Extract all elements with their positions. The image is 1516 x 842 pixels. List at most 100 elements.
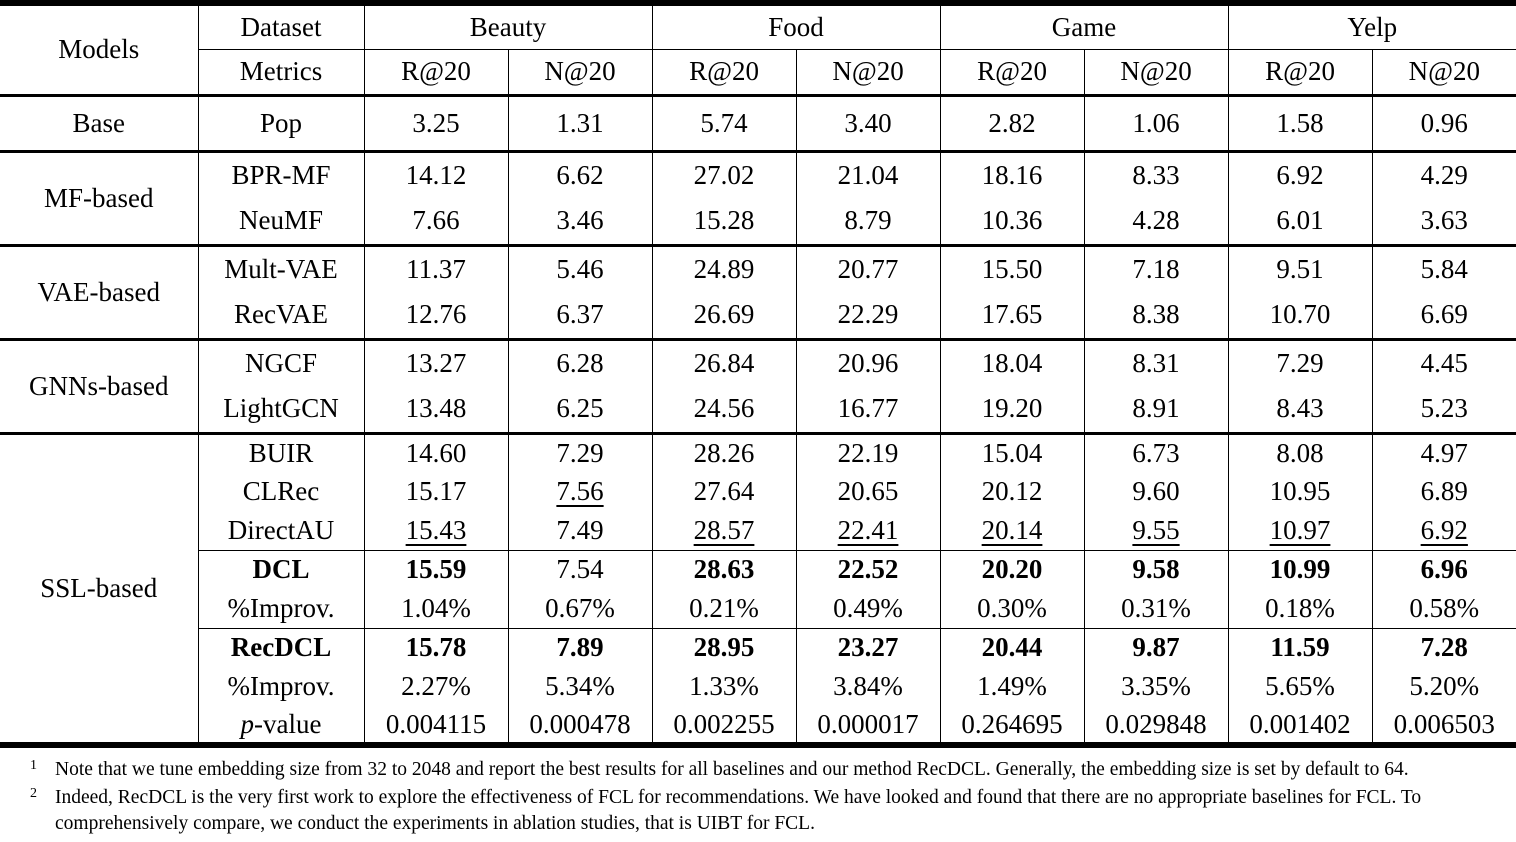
model-name: RecDCL	[197, 627, 364, 667]
group-label-gnns-based: GNNs-based	[0, 337, 198, 433]
cell-value: 9.55	[1083, 511, 1229, 550]
cell-value: 6.92	[1371, 511, 1516, 550]
cell-value: 28.95	[651, 627, 797, 667]
model-name: DCL	[197, 549, 364, 589]
cell-value: 28.57	[651, 511, 797, 550]
cell-value: 20.96	[795, 337, 941, 386]
cell-value: 20.77	[795, 243, 941, 292]
cell-value: 15.59	[363, 549, 508, 589]
cell-value: 9.87	[1083, 627, 1229, 667]
table-row: CLRec 15.17 7.56 27.64 20.65 20.12 9.60 …	[0, 472, 1516, 511]
footnotes: 1 Note that we tune embedding size from …	[0, 757, 1516, 837]
cell-value: 9.58	[1083, 549, 1229, 589]
cell-value: 8.91	[1083, 386, 1229, 433]
cell-value: 15.04	[939, 431, 1085, 472]
cell-value: 8.08	[1227, 431, 1373, 472]
table-row: GNNs-based NGCF 13.27 6.28 26.84 20.96 1…	[0, 337, 1516, 433]
cell-value: 5.34%	[507, 667, 653, 706]
group-label-mf-based: MF-based	[0, 149, 198, 245]
cell-value: 6.89	[1371, 472, 1516, 511]
cell-value: 14.60	[363, 431, 508, 472]
table-row: %Improv. 1.04% 0.67% 0.21% 0.49% 0.30% 0…	[0, 589, 1516, 628]
cell-value: 1.31	[507, 95, 653, 151]
cell-value: 15.43	[363, 511, 508, 550]
model-name: %Improv.	[197, 589, 364, 628]
cell-value: 1.58	[1227, 95, 1373, 151]
footnote-marker: 1	[30, 758, 37, 773]
cell-value: 6.28	[507, 337, 653, 386]
model-name: DirectAU	[197, 511, 364, 550]
cell-value: 18.16	[939, 149, 1085, 198]
table-row: LightGCN 13.48 6.25 24.56 16.77 19.20 8.…	[0, 386, 1516, 433]
cell-value: 5.46	[507, 243, 653, 292]
cell-value: 7.29	[507, 431, 653, 472]
cell-value: 10.99	[1227, 549, 1373, 589]
table-row: NeuMF 7.66 3.46 15.28 8.79 10.36 4.28 6.…	[0, 198, 1516, 245]
cell-value: 22.52	[795, 549, 941, 589]
group-label-ssl-based: SSL-based	[0, 431, 198, 745]
cell-value: 22.29	[795, 292, 941, 339]
cell-value: 26.69	[651, 292, 797, 339]
cell-value: 7.18	[1083, 243, 1229, 292]
cell-value: 26.84	[651, 337, 797, 386]
cell-value: 7.89	[507, 627, 653, 667]
footnote-1: 1 Note that we tune embedding size from …	[0, 757, 1516, 783]
cell-value: 3.84%	[795, 667, 941, 706]
cell-value: 6.69	[1371, 292, 1516, 339]
footnote-marker: 2	[30, 786, 37, 801]
cell-value: 15.78	[363, 627, 508, 667]
cell-value: 7.54	[507, 549, 653, 589]
model-name: Pop	[197, 95, 364, 151]
cell-value: 27.02	[651, 149, 797, 198]
cell-value: 20.14	[939, 511, 1085, 550]
cell-value: 0.002255	[651, 706, 797, 745]
cell-value: 5.20%	[1371, 667, 1516, 706]
table-row: SSL-based BUIR 14.60 7.29 28.26 22.19 15…	[0, 431, 1516, 745]
cell-value: 6.25	[507, 386, 653, 433]
cell-value: 1.49%	[939, 667, 1085, 706]
cell-value: 7.29	[1227, 337, 1373, 386]
header-dataset-yelp: Yelp	[1227, 3, 1516, 50]
footnote-2: 2 Indeed, RecDCL is the very first work …	[0, 785, 1516, 837]
cell-value: 6.37	[507, 292, 653, 339]
cell-value: 0.58%	[1371, 589, 1516, 628]
metric-header: N@20	[1371, 49, 1516, 97]
cell-value: 10.97	[1227, 511, 1373, 550]
header-dataset-food: Food	[651, 3, 941, 50]
header-dataset-game: Game	[939, 3, 1229, 50]
cell-value: 7.28	[1371, 627, 1516, 667]
cell-value: 11.37	[363, 243, 508, 292]
cell-value: 20.65	[795, 472, 941, 511]
cell-value: 15.28	[651, 198, 797, 245]
header-dataset: Dataset	[197, 3, 364, 50]
cell-value: 18.04	[939, 337, 1085, 386]
cell-value: 23.27	[795, 627, 941, 667]
cell-value: 3.46	[507, 198, 653, 245]
footnote-text: Indeed, RecDCL is the very first work to…	[55, 787, 1422, 834]
cell-value: 22.19	[795, 431, 941, 472]
cell-value: 0.029848	[1083, 706, 1229, 745]
cell-value: 13.48	[363, 386, 508, 433]
cell-value: 0.004115	[363, 706, 508, 745]
header-models: Models	[0, 3, 198, 97]
cell-value: 19.20	[939, 386, 1085, 433]
cell-value: 1.06	[1083, 95, 1229, 151]
cell-value: 1.33%	[651, 667, 797, 706]
cell-value: 0.49%	[795, 589, 941, 628]
results-table: Models Dataset Beauty Food Game Yelp Met…	[0, 0, 1516, 748]
cell-value: 1.04%	[363, 589, 508, 628]
cell-value: 10.70	[1227, 292, 1373, 339]
metric-header: N@20	[1083, 49, 1229, 97]
cell-value: 15.17	[363, 472, 508, 511]
table-row: MF-based BPR-MF 14.12 6.62 27.02 21.04 1…	[0, 149, 1516, 245]
footnote-text: Note that we tune embedding size from 32…	[55, 759, 1409, 780]
cell-value: 28.63	[651, 549, 797, 589]
model-name-p-value: p-value	[197, 706, 364, 745]
table-row: DCL 15.59 7.54 28.63 22.52 20.20 9.58 10…	[0, 549, 1516, 589]
cell-value: 2.27%	[363, 667, 508, 706]
cell-value: 0.31%	[1083, 589, 1229, 628]
cell-value: 0.000478	[507, 706, 653, 745]
cell-value: 5.84	[1371, 243, 1516, 292]
cell-value: 20.20	[939, 549, 1085, 589]
cell-value: 24.56	[651, 386, 797, 433]
